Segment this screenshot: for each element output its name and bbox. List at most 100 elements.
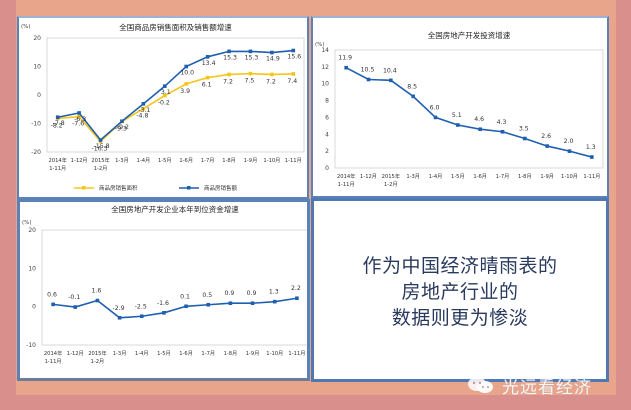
data-label: -8.2 [51,122,63,129]
data-point [141,106,146,111]
data-label: -7.6 [72,121,84,128]
data-label: 7.4 [287,78,297,85]
data-point [456,123,460,127]
y-tick-label: 0 [325,165,329,172]
data-point [184,304,188,309]
data-label: 4.6 [474,116,484,123]
data-label: 14.9 [266,56,280,63]
x-tick-label: 1-5月 [157,350,171,357]
data-label: 1.6 [91,288,101,295]
data-point [478,127,482,132]
x-tick-label: 1-3月 [406,173,420,180]
x-tick-label: 2014年 1-11月 [49,156,67,172]
x-tick-label: 1-10月 [266,350,283,357]
data-point [248,71,253,76]
watermark: 光远看经济 [466,373,592,398]
data-label: -15.8 [94,143,110,150]
message-line-1: 作为中国经济晴雨表的 [362,255,558,277]
data-point [344,65,348,70]
y-tick-label: 4 [325,131,329,138]
data-point [366,77,371,82]
data-point [228,301,233,306]
data-label: 15.6 [287,54,301,61]
message-line-3: 数据则更为惨淡 [391,307,529,329]
data-label: -2.5 [135,303,147,310]
data-label: 15.3 [223,54,237,61]
y-unit-label: (%) [21,24,31,30]
data-label: -0.2 [158,100,170,107]
data-label: 2.6 [541,133,551,140]
data-point [55,115,60,120]
data-label: 7.5 [245,78,255,85]
data-point [433,115,438,120]
y-tick-label: 10 [28,265,36,272]
x-tick-label: 2015年 1-2月 [91,156,109,172]
x-tick-label: 1-4月 [429,173,443,180]
y-tick-label: 12 [321,64,329,71]
data-label: 0.9 [224,290,234,297]
x-tick-label: 1-7月 [201,350,215,357]
data-label: 8.5 [407,83,417,90]
y-tick-label: 10 [33,64,41,71]
data-label: -9.3 [115,126,127,133]
y-tick-label: 20 [28,227,36,234]
x-tick-label: 2015年 1-2月 [88,349,106,365]
data-point [227,72,231,77]
message-text: 作为中国经济晴雨表的 房地产行业的 数据则更为惨淡 [314,253,606,331]
message-line-2: 房地产行业的 [401,281,519,303]
data-point [162,311,166,315]
x-tick-label: 1-4月 [135,350,149,357]
data-label: 15.3 [245,54,259,61]
data-point [272,299,277,304]
data-label: -9.2 [117,124,129,131]
data-label: 7.2 [266,78,276,85]
x-tick-label: 1-9月 [246,350,260,357]
data-point [250,301,255,306]
data-label: 13.4 [202,60,216,67]
x-tick-label: 1-11月 [583,173,600,180]
series-line [345,66,593,158]
y-tick-label: 20 [33,35,41,42]
data-point [73,305,78,309]
data-point [117,315,122,320]
data-point [590,155,594,159]
data-point [227,49,231,54]
y-tick-label: 10 [321,81,329,88]
data-point [51,302,55,307]
data-point [95,298,100,303]
y-tick-label: -10 [31,121,41,128]
watermark-text: 光远看经济 [502,377,592,398]
x-tick-label: 1-4月 [137,157,151,164]
data-label: 3.1 [161,89,171,96]
y-tick-label: -10 [26,342,36,349]
data-point [270,72,274,77]
data-label: 1.3 [586,144,596,151]
series-line [57,49,294,142]
data-point [98,138,103,142]
data-label: 3.9 [180,88,190,95]
x-tick-label: 1-9月 [540,173,554,180]
x-tick-label: 1-11月 [285,157,302,164]
sales-growth-chart: 全国商品房销售面积及销售额增速 (%)20 10 0 -10 -20 2014年 1-11月 1… [21,22,305,192]
x-tick-label: 1-12月 [360,173,377,180]
data-point [184,64,189,69]
chart-title: 全国商品房销售面积及销售额增速 [119,22,232,32]
x-tick-label: 1-6月 [179,350,193,357]
data-label: 11.9 [338,55,352,62]
data-label: 0.1 [180,293,190,300]
data-label: 0.9 [247,290,257,297]
data-label: 4.3 [497,119,507,126]
x-tick-label: 1-6月 [179,157,193,164]
funds-growth-chart: 全国房地产开发企业本年到位资金增速 (%)20 10 0 -10 2014年 1-11月 1-… [22,204,307,365]
x-tick-label: 1-5月 [451,173,465,180]
data-point [206,302,211,307]
y-unit-label: (%) [315,42,325,48]
data-label: -3.1 [138,107,150,114]
data-point [77,114,81,119]
y-tick-label: 0 [32,304,36,311]
y-tick-label: -20 [31,149,41,156]
x-tick-label: 1-7月 [201,157,215,164]
data-label: 7.2 [223,78,233,85]
y-tick-label: 6 [325,114,329,121]
x-tick-label: 1-11月 [288,350,305,357]
